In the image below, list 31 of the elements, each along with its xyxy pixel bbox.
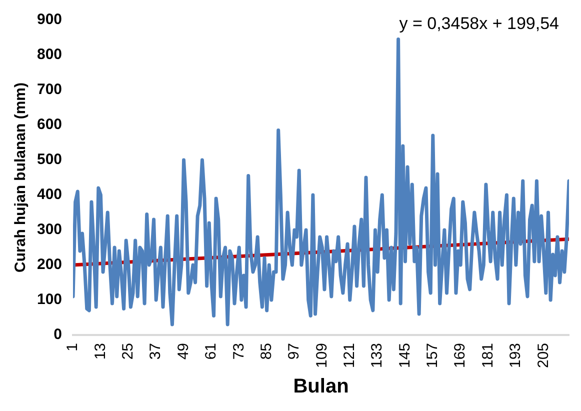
y-tick-label: 800	[36, 46, 62, 64]
y-axis-title: Curah hujan bulanan (mm)	[12, 82, 30, 272]
x-tick-label: 13	[92, 342, 109, 360]
y-tick-label: 700	[36, 81, 62, 98]
x-tick-label: 37	[147, 342, 164, 360]
y-tick-label: 500	[36, 151, 62, 168]
x-tick-label: 85	[258, 342, 275, 360]
x-tick-label: 193	[507, 342, 524, 368]
y-tick-label: 300	[36, 221, 62, 238]
x-tick-label: 25	[120, 342, 137, 360]
x-tick-label: 181	[479, 342, 496, 368]
x-tick-label: 121	[340, 342, 358, 368]
x-tick-label: 169	[452, 342, 469, 368]
y-tick-label: 100	[36, 291, 62, 308]
x-tick-label: 157	[424, 342, 442, 368]
annotation: y = 0,3458x + 199,54	[399, 14, 559, 34]
x-tick-label: 49	[174, 342, 192, 360]
x-tick-label: 61	[202, 342, 220, 360]
x-tick-label: 97	[286, 342, 303, 360]
y-tick-label: 900	[36, 11, 62, 28]
y-tick-label: 400	[36, 186, 62, 204]
x-tick-label: 73	[230, 342, 248, 360]
x-tick-label: 1	[64, 342, 82, 352]
x-tick-label: 109	[313, 342, 330, 368]
y-tick-label: 0	[54, 326, 62, 344]
x-axis-title: Bulan	[293, 376, 349, 398]
y-tick-label: 200	[36, 256, 62, 274]
x-tick-label: 133	[368, 342, 386, 368]
y-tick-label: 600	[36, 116, 62, 134]
x-tick-label: 145	[396, 342, 414, 368]
x-tick-label: 205	[534, 342, 552, 368]
